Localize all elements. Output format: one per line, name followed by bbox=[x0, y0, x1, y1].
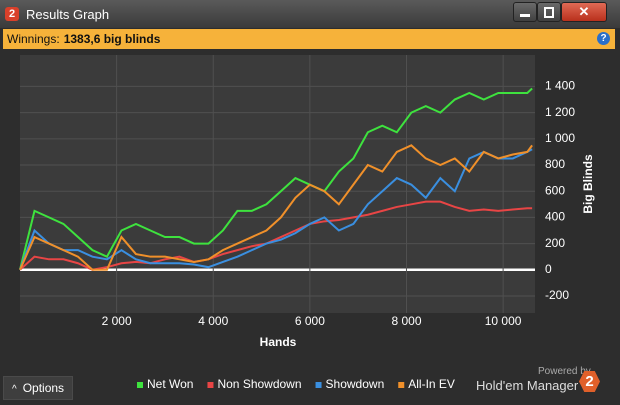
legend-label: All-In EV bbox=[408, 377, 455, 391]
help-button[interactable]: ? bbox=[597, 32, 610, 45]
minimize-button[interactable] bbox=[513, 2, 537, 22]
series-line bbox=[19, 87, 533, 271]
y-tick-label: 400 bbox=[545, 210, 565, 224]
y-tick-label: 800 bbox=[545, 157, 565, 171]
maximize-button[interactable] bbox=[537, 2, 561, 22]
winnings-value: 1383,6 big blinds bbox=[63, 32, 161, 46]
legend-swatch bbox=[315, 382, 322, 388]
legend-swatch bbox=[398, 382, 405, 388]
window-title: Results Graph bbox=[26, 7, 110, 22]
y-tick-label: 600 bbox=[545, 183, 565, 197]
x-tick-label: 8 000 bbox=[391, 314, 421, 328]
legend-label: Showdown bbox=[326, 377, 385, 391]
x-tick-label: 6 000 bbox=[295, 314, 325, 328]
brand-name: Hold'em Manager bbox=[476, 378, 579, 393]
x-tick-label: 4 000 bbox=[198, 314, 228, 328]
y-tick-label: 0 bbox=[545, 262, 552, 276]
series-line bbox=[19, 144, 533, 271]
series-line bbox=[19, 200, 533, 271]
legend-label: Net Won bbox=[147, 377, 193, 391]
winnings-label: Winnings: bbox=[7, 32, 60, 46]
y-tick-label: 1 200 bbox=[545, 105, 575, 119]
y-axis-label: Big Blinds bbox=[581, 154, 595, 214]
y-tick-label: 200 bbox=[545, 236, 565, 250]
y-tick-label: -200 bbox=[545, 288, 569, 302]
app-icon: 2 bbox=[5, 7, 19, 21]
close-button[interactable]: ✕ bbox=[561, 2, 607, 22]
options-button[interactable]: ^ Options bbox=[3, 376, 73, 400]
powered-by: Powered by bbox=[538, 366, 591, 377]
legend-swatch bbox=[207, 382, 214, 388]
y-tick-label: 1 400 bbox=[545, 79, 575, 93]
series-line bbox=[19, 148, 533, 271]
legend-label: Non Showdown bbox=[217, 377, 301, 391]
x-tick-label: 10 000 bbox=[485, 314, 522, 328]
x-axis-label: Hands bbox=[260, 335, 297, 349]
x-tick-label: 2 000 bbox=[102, 314, 132, 328]
options-label: Options bbox=[22, 381, 65, 395]
title-bar: 2 Results Graph ✕ bbox=[0, 0, 620, 28]
brand-logo: 2 bbox=[579, 371, 600, 392]
y-tick-label: 1 000 bbox=[545, 131, 575, 145]
legend-swatch bbox=[137, 382, 143, 388]
winnings-bar: Winnings: 1383,6 big blinds ? bbox=[3, 29, 615, 49]
